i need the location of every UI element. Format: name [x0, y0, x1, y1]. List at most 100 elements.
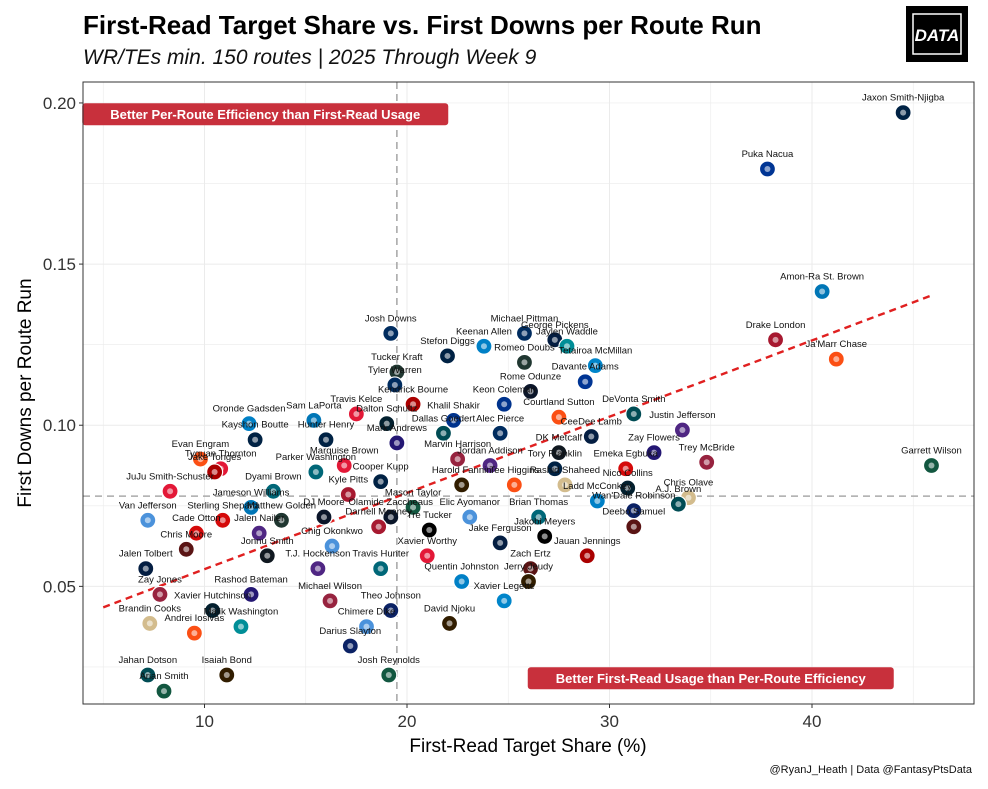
team-logo-highlight	[314, 565, 321, 572]
data-point	[766, 331, 785, 349]
data-point	[521, 382, 540, 400]
point-label: Arian Smith	[139, 671, 188, 682]
team-logo-highlight	[156, 591, 163, 598]
data-point	[582, 427, 600, 446]
data-point	[673, 421, 692, 439]
point-label: Xavier Hutchinson	[174, 591, 251, 602]
data-point	[155, 682, 173, 700]
data-point	[191, 450, 210, 468]
point-label: Olamide Zaccheaus	[349, 497, 434, 508]
point-label: Van Jefferson	[119, 500, 177, 511]
point-label: Tucker Kraft	[371, 352, 423, 363]
team-logo-highlight	[387, 330, 394, 337]
point-label: Chimere Dike	[338, 607, 396, 618]
team-logo-highlight	[501, 401, 508, 408]
data-point	[813, 282, 831, 301]
team-logo-highlight	[193, 530, 200, 537]
data-point	[404, 395, 422, 413]
point-label: Courtland Sutton	[523, 397, 594, 408]
data-point	[388, 434, 406, 452]
point-label: Stefon Diggs	[420, 336, 475, 347]
data-point	[242, 498, 260, 517]
data-point	[250, 524, 268, 542]
point-label: Zay Flowers	[628, 433, 680, 444]
point-label: Zach Ertz	[510, 549, 551, 560]
point-label: Keon Coleman	[473, 384, 536, 395]
point-label: Matthew Golden	[247, 500, 316, 511]
team-logo-highlight	[446, 620, 453, 627]
team-logo-highlight	[525, 578, 532, 585]
data-point	[519, 572, 538, 591]
brand-logo: DATA	[906, 6, 968, 62]
team-logo-highlight	[458, 578, 465, 585]
data-point	[645, 444, 663, 462]
point-label: Xavier Legette	[474, 581, 535, 592]
data-point	[827, 350, 845, 368]
team-logo-highlight	[555, 449, 562, 456]
data-point	[341, 637, 359, 655]
annotation-text: Better Per-Route Efficiency than First-R…	[110, 107, 420, 122]
data-point	[386, 376, 404, 394]
team-logo-highlight	[535, 514, 542, 521]
y-tick-label: 0.10	[43, 416, 76, 435]
data-point	[556, 476, 574, 494]
team-logo-highlight	[594, 497, 601, 504]
data-point	[550, 444, 568, 462]
point-label: JuJu Smith-Schuster	[126, 471, 214, 482]
data-point	[258, 547, 276, 565]
point-label: Amon-Ra St. Brown	[780, 271, 864, 282]
point-label: Keenan Allen	[456, 326, 512, 337]
data-point	[536, 527, 554, 546]
point-label: Jaxon Smith-Njigba	[862, 93, 945, 104]
point-label: Brandin Cooks	[119, 603, 182, 614]
team-logo-highlight	[278, 517, 285, 524]
point-label: Kayshon Boutte	[222, 420, 289, 431]
point-label: Alec Pierce	[476, 413, 524, 424]
point-label: Jake Ferguson	[469, 523, 532, 534]
point-label: Isaiah Bond	[202, 655, 252, 666]
data-point	[453, 476, 471, 494]
team-logo-highlight	[256, 530, 263, 537]
data-point	[151, 585, 169, 604]
point-label: Tory Franklin	[528, 449, 582, 460]
point-label: Theo Johnson	[361, 591, 421, 602]
point-label: Travis Kelce	[330, 394, 382, 405]
data-point	[576, 373, 594, 391]
team-logo-highlight	[391, 381, 398, 388]
data-point	[372, 473, 390, 491]
team-logo-highlight	[161, 688, 167, 695]
data-point	[530, 508, 548, 526]
team-logo-highlight	[183, 546, 190, 553]
team-logo-highlight	[582, 378, 589, 385]
point-label: Emeka Egbuka	[593, 449, 658, 460]
data-point	[438, 347, 457, 365]
team-logo-highlight	[353, 410, 360, 417]
data-point	[240, 415, 258, 433]
team-logo-highlight	[630, 410, 637, 417]
team-logo-highlight	[458, 481, 465, 488]
data-point	[204, 601, 222, 620]
point-label: Jonnu Smith	[241, 536, 294, 547]
data-point	[546, 460, 564, 478]
y-axis-ticks: 0.05 0.10 0.15 0.20	[43, 94, 83, 596]
team-logo-highlight	[563, 343, 570, 350]
team-logo-highlight	[191, 630, 198, 637]
point-label: DJ Moore	[303, 497, 344, 508]
team-logo-highlight	[592, 362, 599, 369]
data-point	[317, 431, 335, 449]
data-point	[380, 666, 398, 684]
annotation-box: Better Per-Route Efficiency than First-R…	[82, 103, 449, 126]
data-point	[321, 592, 339, 610]
team-logo-highlight	[551, 336, 558, 343]
point-label: Sterling Shepard	[187, 500, 258, 511]
point-label: Chris Moore	[160, 529, 212, 540]
team-logo-highlight	[424, 552, 431, 559]
y-axis-title: First Downs per Route Run	[15, 278, 36, 507]
team-logo-highlight	[252, 436, 259, 443]
point-label: Sam LaPorta	[286, 400, 342, 411]
point-labels: Jaxon Smith-Njigba Puka Nacua Amon-Ra St. …	[118, 93, 961, 682]
data-point	[922, 456, 941, 475]
point-label: Tre Tucker	[407, 510, 452, 521]
team-logo-highlight	[497, 430, 504, 437]
data-point	[461, 508, 479, 526]
